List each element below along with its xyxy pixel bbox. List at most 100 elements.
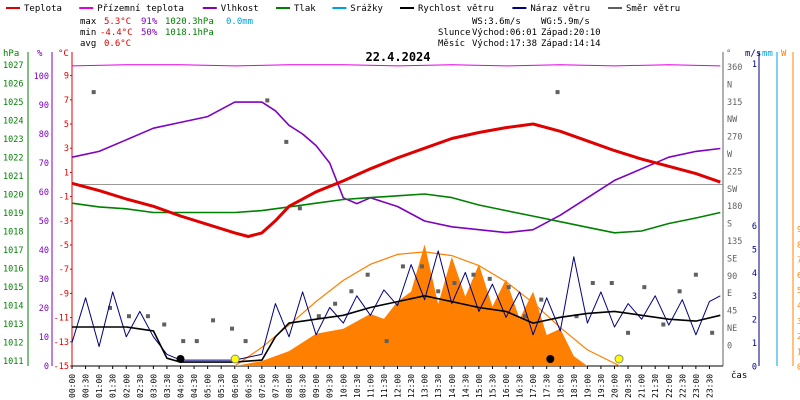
wind-direction-point-35 xyxy=(694,273,698,277)
x-tick-35: 17:30 xyxy=(543,374,552,398)
wind-direction-point-5 xyxy=(181,339,185,343)
pressure-tick-11: 1016 xyxy=(3,265,23,275)
direction-tick-4: 270 xyxy=(727,133,742,143)
x-tick-41: 20:30 xyxy=(624,374,633,398)
x-tick-23: 11:30 xyxy=(380,374,389,398)
direction-tick-13: E xyxy=(727,289,732,299)
pressure-tick-16: 1011 xyxy=(3,357,23,367)
x-tick-42: 21:00 xyxy=(638,374,647,398)
x-tick-45: 22:30 xyxy=(678,374,687,398)
solar-unit: W xyxy=(781,49,787,59)
stats-min-press: 1018.1hPa xyxy=(165,28,214,38)
humidity-tick-0: 100 xyxy=(34,72,49,82)
wind-tick-0: 1 xyxy=(752,60,757,70)
wind-direction-point-16 xyxy=(366,273,370,277)
pressure-tick-9: 1018 xyxy=(3,228,23,238)
humidity-tick-8: 20 xyxy=(39,304,49,314)
direction-tick-3: NW xyxy=(727,115,738,125)
legend-label-5: Rychlost větru xyxy=(418,4,494,14)
x-tick-16: 08:00 xyxy=(285,374,294,398)
x-tick-28: 14:00 xyxy=(448,374,457,398)
wind-direction-point-18 xyxy=(401,264,405,268)
x-tick-32: 16:00 xyxy=(502,374,511,398)
pressure-tick-13: 1014 xyxy=(3,302,23,312)
wind-direction-point-33 xyxy=(661,323,665,327)
x-tick-15: 07:30 xyxy=(271,374,280,398)
wind-direction-point-12 xyxy=(298,206,302,210)
x-tick-0: 00:00 xyxy=(68,374,77,398)
stats-avg-temp: 0.6°C xyxy=(104,39,131,49)
x-tick-14: 07:00 xyxy=(258,374,267,398)
legend-label-1: Přízemní teplota xyxy=(97,4,184,14)
temp-tick-1: 7 xyxy=(64,96,69,106)
wind-tick-4: 3 xyxy=(752,292,757,302)
pressure-unit: hPa xyxy=(3,49,19,59)
wind-tick-7: 0 xyxy=(752,362,757,372)
wind-direction-point-21 xyxy=(452,281,456,285)
x-tick-2: 01:00 xyxy=(95,374,104,398)
x-tick-29: 14:30 xyxy=(461,374,470,398)
x-tick-46: 23:00 xyxy=(692,374,701,398)
x-tick-5: 02:30 xyxy=(136,374,145,398)
x-tick-8: 04:00 xyxy=(177,374,186,398)
x-tick-7: 03:30 xyxy=(163,374,172,398)
direction-tick-16: 0 xyxy=(727,341,732,351)
x-tick-26: 13:00 xyxy=(421,374,430,398)
wind-direction-point-6 xyxy=(195,339,199,343)
x-tick-37: 18:30 xyxy=(570,374,579,398)
x-tick-19: 09:30 xyxy=(326,374,335,398)
x-axis-label: čas xyxy=(731,370,747,381)
wind-direction-point-15 xyxy=(349,289,353,293)
wind-direction-point-32 xyxy=(642,285,646,289)
wind-direction-point-31 xyxy=(626,331,630,335)
rain-unit: mm xyxy=(762,49,773,59)
wind-direction-point-11 xyxy=(284,140,288,144)
legend-label-2: Vlhkost xyxy=(221,4,259,14)
temp-tick-8: -7 xyxy=(59,265,69,275)
stats-ws: WS:3.6m/s xyxy=(472,17,521,27)
temp-tick-11: -13 xyxy=(54,338,69,348)
direction-tick-8: 180 xyxy=(727,202,742,212)
wind-direction-point-0 xyxy=(92,90,96,94)
stats-avg-label: avg xyxy=(80,39,96,49)
legend-label-6: Náraz větru xyxy=(530,4,590,14)
direction-tick-11: SE xyxy=(727,254,737,264)
wind-direction-point-17 xyxy=(385,339,389,343)
wind-direction-point-20 xyxy=(436,289,440,293)
humidity-tick-9: 10 xyxy=(39,333,49,343)
humidity-tick-5: 50 xyxy=(39,217,49,227)
wind-direction-point-10 xyxy=(265,98,269,102)
wind-direction-point-4 xyxy=(162,323,166,327)
x-tick-1: 00:30 xyxy=(82,374,91,398)
x-tick-31: 15:30 xyxy=(488,374,497,398)
pressure-tick-12: 1015 xyxy=(3,283,23,293)
x-tick-4: 02:00 xyxy=(122,374,131,398)
temp-tick-10: -11 xyxy=(54,314,69,324)
legend-label-7: Směr větru xyxy=(626,4,680,14)
x-tick-40: 20:00 xyxy=(611,374,620,398)
stats-moon-label: Měsíc xyxy=(438,39,465,49)
stats-sunrise: Východ:06:01 xyxy=(472,28,537,38)
moon-marker-1 xyxy=(546,355,554,363)
stats-moonrise: Východ:17:38 xyxy=(472,39,537,49)
x-tick-10: 05:00 xyxy=(204,374,213,398)
temp-tick-0: 9 xyxy=(64,72,69,82)
wind-tick-1: 6 xyxy=(752,222,757,232)
temp-tick-6: -3 xyxy=(59,217,69,227)
stats-min-label: min xyxy=(80,28,96,38)
x-tick-17: 08:30 xyxy=(299,374,308,398)
direction-tick-2: 315 xyxy=(727,98,742,108)
chart-title: 22.4.2024 xyxy=(365,50,430,64)
x-tick-20: 10:00 xyxy=(339,374,348,398)
temp-tick-7: -5 xyxy=(59,241,69,251)
x-tick-18: 09:00 xyxy=(312,374,321,398)
stats-moonset: Západ:14:14 xyxy=(541,39,601,49)
pressure-tick-5: 1022 xyxy=(3,154,23,164)
wind-direction-point-14 xyxy=(333,302,337,306)
humidity-tick-6: 40 xyxy=(39,246,49,256)
wind-direction-point-8 xyxy=(230,327,234,331)
wind-direction-point-34 xyxy=(678,289,682,293)
x-tick-44: 22:00 xyxy=(665,374,674,398)
x-tick-6: 03:00 xyxy=(149,374,158,398)
direction-tick-15: NE xyxy=(727,324,737,334)
